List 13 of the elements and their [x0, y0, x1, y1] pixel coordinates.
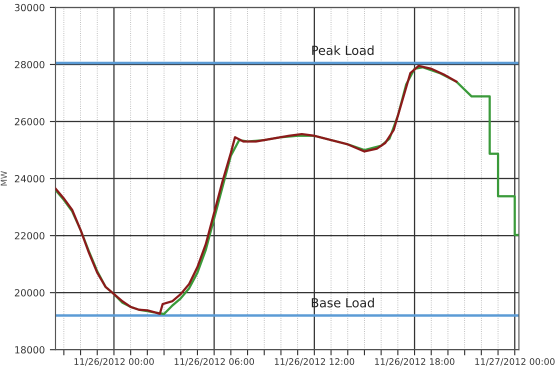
y-tick-label: 20000	[14, 289, 44, 296]
x-tick-label: 11/27/2012 00:00	[475, 358, 555, 366]
y-tick-label: 24000	[14, 175, 44, 182]
x-tick-label: 11/26/2012 06:00	[174, 358, 254, 366]
x-tick-label: 11/26/2012 18:00	[375, 358, 454, 366]
x-tick-label: 11/26/2012 12:00	[274, 358, 354, 366]
y-tick-label: 26000	[14, 118, 44, 126]
y-tick-label: 18000	[15, 346, 44, 354]
x-tick-label: 11/26/2012 00:00	[74, 358, 154, 366]
y-tick-label: 22000	[14, 232, 44, 240]
y-tick-label: 28000	[14, 60, 44, 68]
y-axis-title: MW	[0, 171, 7, 186]
y-tick-label: 30000	[14, 4, 44, 12]
